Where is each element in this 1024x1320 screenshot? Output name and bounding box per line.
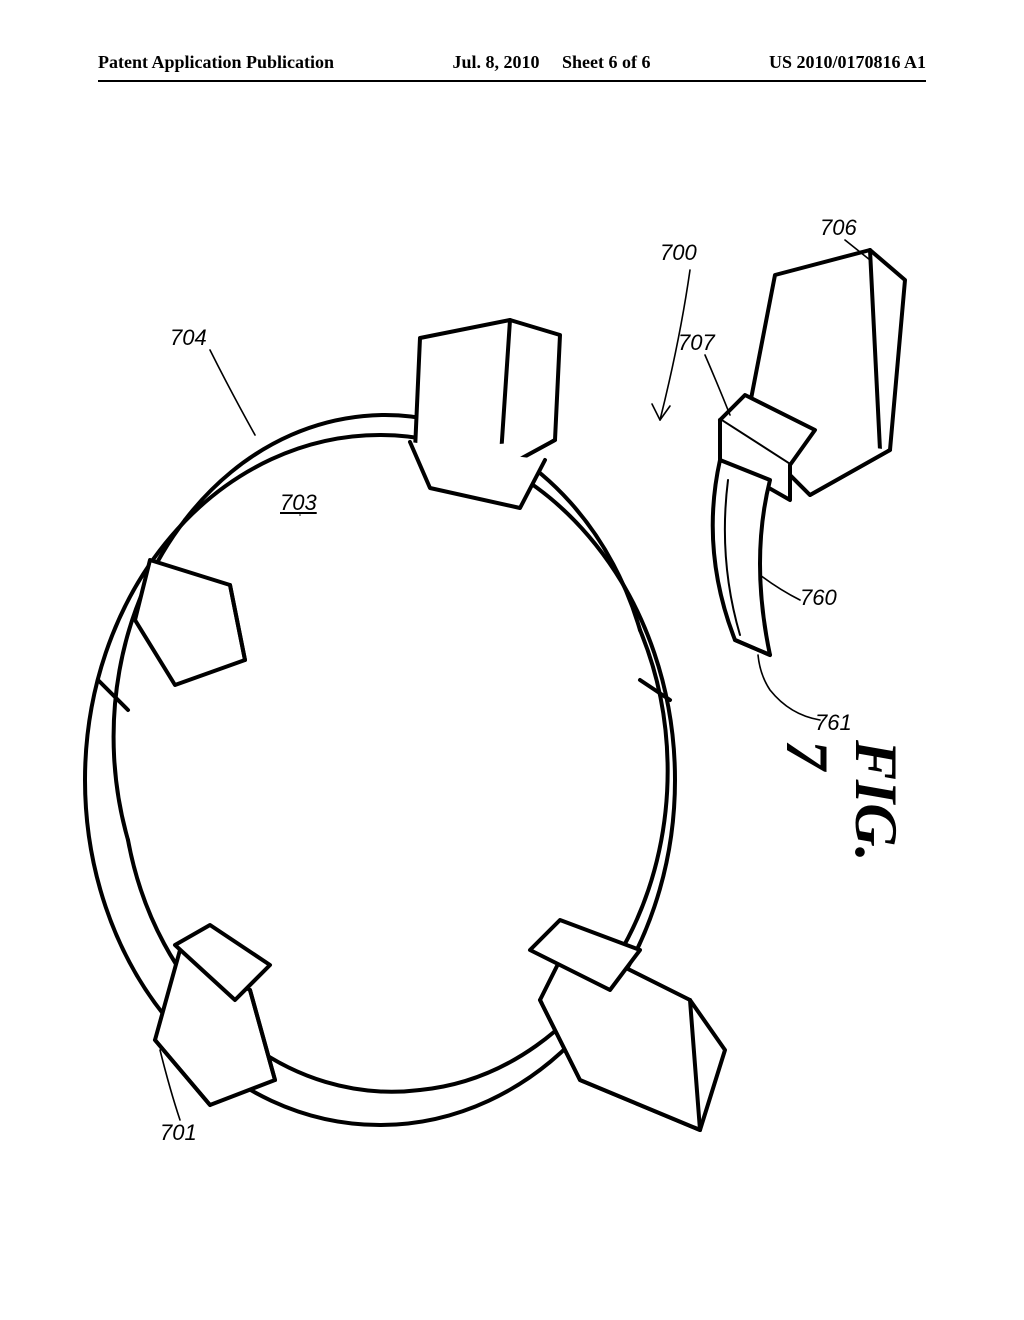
ref-703-text: 703 — [280, 490, 317, 515]
figure-label: FIG. 7 — [772, 740, 910, 862]
ref-703: 703 — [280, 490, 317, 516]
header-date-sheet: Jul. 8, 2010 Sheet 6 of 6 — [452, 52, 650, 73]
header-rule — [98, 80, 926, 82]
ref-761: 761 — [815, 710, 852, 736]
header-sheet: Sheet 6 of 6 — [562, 52, 651, 72]
header-pubno: US 2010/0170816 A1 — [769, 52, 926, 73]
figure-7: 700 704 703 701 706 707 760 761 FIG. 7 — [0, 120, 1024, 1260]
ref-704: 704 — [170, 325, 207, 351]
ref-707: 707 — [678, 330, 715, 356]
header-date: Jul. 8, 2010 — [452, 52, 539, 72]
page-header: Patent Application Publication Jul. 8, 2… — [0, 52, 1024, 73]
header-publication-type: Patent Application Publication — [98, 52, 334, 73]
ref-701: 701 — [160, 1120, 197, 1146]
ref-760: 760 — [800, 585, 837, 611]
ref-700: 700 — [660, 240, 697, 266]
figure-svg — [0, 120, 1024, 1260]
ref-706: 706 — [820, 215, 857, 241]
